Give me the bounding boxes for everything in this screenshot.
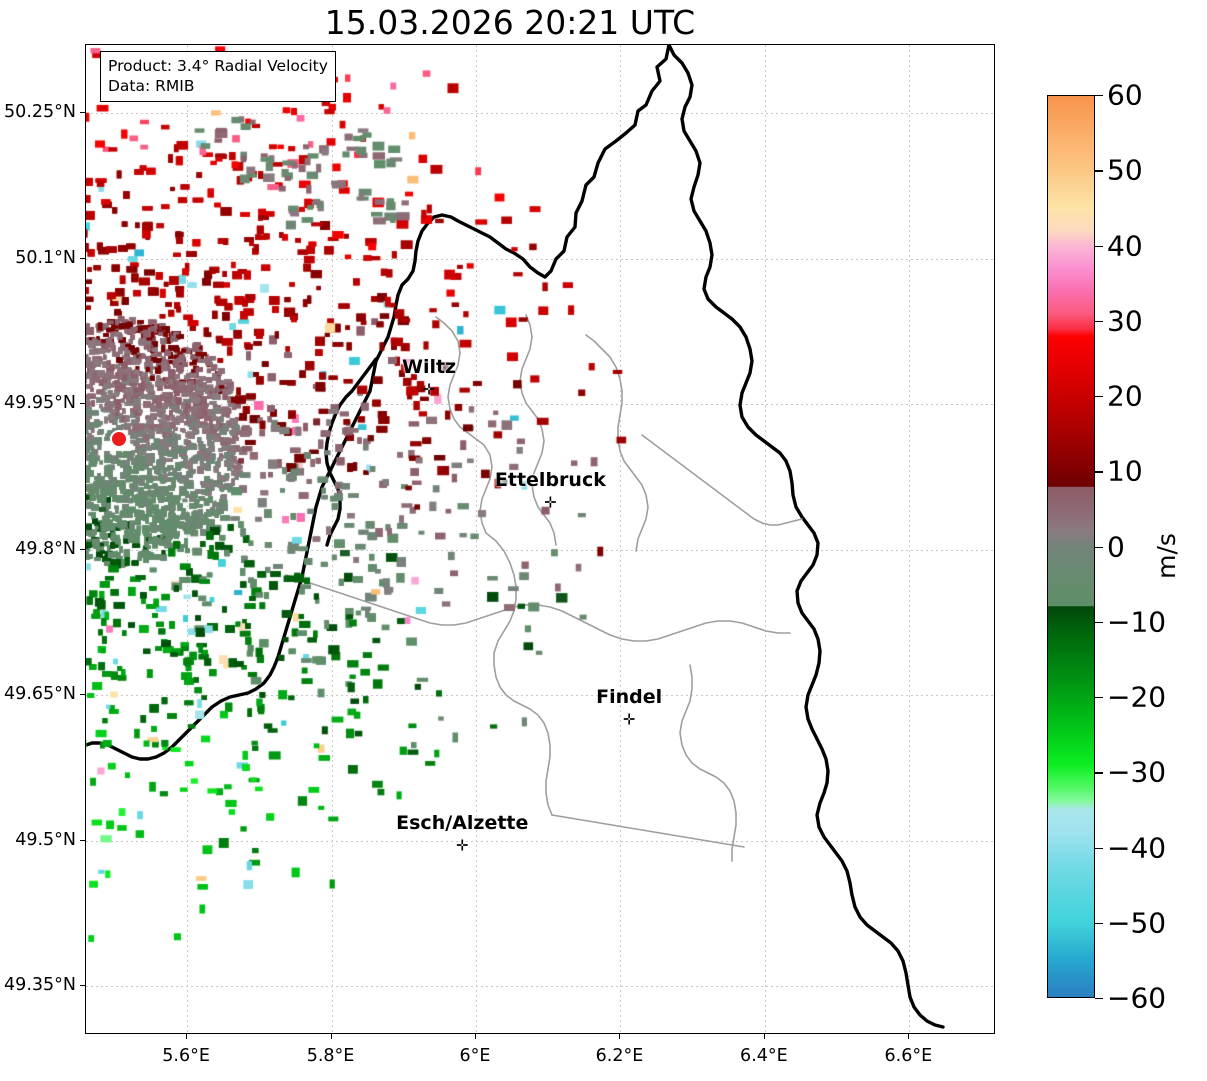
y-tick-mark bbox=[80, 403, 85, 405]
x-tick-mark bbox=[330, 1034, 332, 1039]
y-tick-label: 50.1°N bbox=[15, 247, 76, 268]
colorbar-tick-label: −30 bbox=[1107, 755, 1167, 789]
city-marker-findel: ✛ bbox=[622, 710, 636, 729]
colorbar-tick-label: 20 bbox=[1107, 379, 1143, 413]
colorbar-tick-mark bbox=[1095, 772, 1103, 774]
colorbar-tick-mark bbox=[1095, 396, 1103, 398]
x-tick-mark bbox=[619, 1034, 621, 1039]
y-tick-label: 50.25°N bbox=[4, 101, 76, 122]
y-tick-mark bbox=[80, 257, 85, 259]
city-label-ettelbruck: Ettelbruck bbox=[494, 469, 606, 492]
x-tick-label: 5.6°E bbox=[162, 1046, 210, 1066]
info-box: Product: 3.4° Radial Velocity Data: RMIB bbox=[100, 51, 336, 103]
y-tick-mark bbox=[80, 548, 85, 550]
map-plot-area[interactable]: Wiltz ✛ Ettelbruck ✛ Findel ✛ Esch/Alzette ✛ Pr… bbox=[85, 44, 995, 1034]
y-tick-label: 49.5°N bbox=[15, 829, 76, 850]
y-tick-label: 49.35°N bbox=[4, 975, 76, 996]
colorbar-tick-label: 40 bbox=[1107, 229, 1143, 262]
colorbar-tick-mark bbox=[1095, 621, 1103, 624]
city-label-wiltz: Wiltz bbox=[401, 355, 457, 378]
map-canvas: Wiltz ✛ Ettelbruck ✛ Findel ✛ Esch/Alzette ✛ Pr… bbox=[86, 45, 994, 1033]
x-tick-mark bbox=[908, 1034, 910, 1039]
radar-site-marker bbox=[109, 430, 128, 449]
colorbar-tick-mark bbox=[1095, 320, 1103, 323]
colorbar-tick-mark bbox=[1095, 922, 1103, 925]
city-marker-ettelbruck: ✛ bbox=[544, 493, 557, 512]
colorbar-tick-mark bbox=[1095, 998, 1103, 1000]
y-tick-label: 49.65°N bbox=[4, 684, 76, 705]
colorbar-tick-mark bbox=[1095, 95, 1103, 97]
x-tick-mark bbox=[763, 1034, 765, 1039]
colorbar-gradient bbox=[1047, 95, 1095, 998]
city-label-esch-alzette: Esch/Alzette bbox=[396, 811, 529, 834]
city-marker-esch-alzette: ✛ bbox=[455, 836, 469, 855]
colorbar-tick-label: 30 bbox=[1107, 304, 1143, 338]
info-product-line: Product: 3.4° Radial Velocity bbox=[108, 57, 328, 75]
y-tick-label: 49.95°N bbox=[4, 393, 76, 414]
x-tick-mark bbox=[186, 1034, 188, 1039]
colorbar-tick-label: 50 bbox=[1107, 153, 1143, 187]
colorbar-unit-label: m/s bbox=[1152, 533, 1181, 579]
x-tick-label: 6.6°E bbox=[884, 1046, 933, 1066]
info-data-line: Data: RMIB bbox=[108, 77, 195, 96]
colorbar-tick-label: 10 bbox=[1107, 454, 1143, 488]
colorbar-tick-mark bbox=[1095, 245, 1103, 247]
colorbar-tick-label: −10 bbox=[1107, 605, 1167, 639]
x-tick-mark bbox=[475, 1034, 476, 1039]
radar-echo-layer bbox=[86, 45, 994, 1033]
colorbar-tick-mark bbox=[1095, 546, 1103, 548]
y-tick-mark bbox=[80, 111, 85, 113]
x-tick-label: 6.4°E bbox=[740, 1046, 788, 1066]
y-tick-mark bbox=[80, 985, 85, 987]
colorbar-tick-label: 0 bbox=[1107, 530, 1125, 563]
colorbar-tick-mark bbox=[1095, 170, 1103, 172]
y-tick-mark bbox=[80, 839, 85, 841]
colorbar-tick-label: −40 bbox=[1107, 831, 1167, 864]
colorbar-tick-label: 60 bbox=[1107, 78, 1143, 112]
colorbar-tick-mark bbox=[1095, 847, 1103, 849]
x-tick-label: 6.2°E bbox=[595, 1046, 644, 1066]
colorbar-tick-mark bbox=[1095, 471, 1103, 473]
colorbar[interactable]: 60 50 40 30 20 10 0 −10 −20 −30 −40 −50 −60 bbox=[1047, 79, 1166, 1015]
x-tick-label: 5.8°E bbox=[306, 1046, 355, 1066]
colorbar-tick-label: −60 bbox=[1107, 981, 1167, 1015]
colorbar-tick-label: −20 bbox=[1107, 680, 1167, 714]
city-marker-wiltz: ✛ bbox=[422, 380, 436, 399]
page-title: 15.03.2026 20:21 UTC bbox=[324, 3, 696, 42]
y-tick-mark bbox=[80, 694, 85, 696]
colorbar-tick-label: −50 bbox=[1107, 906, 1167, 940]
y-tick-label: 49.8°N bbox=[15, 538, 76, 559]
colorbar-tick-mark bbox=[1095, 697, 1103, 699]
city-label-findel: Findel bbox=[596, 685, 663, 708]
x-tick-label: 6°E bbox=[459, 1046, 491, 1066]
